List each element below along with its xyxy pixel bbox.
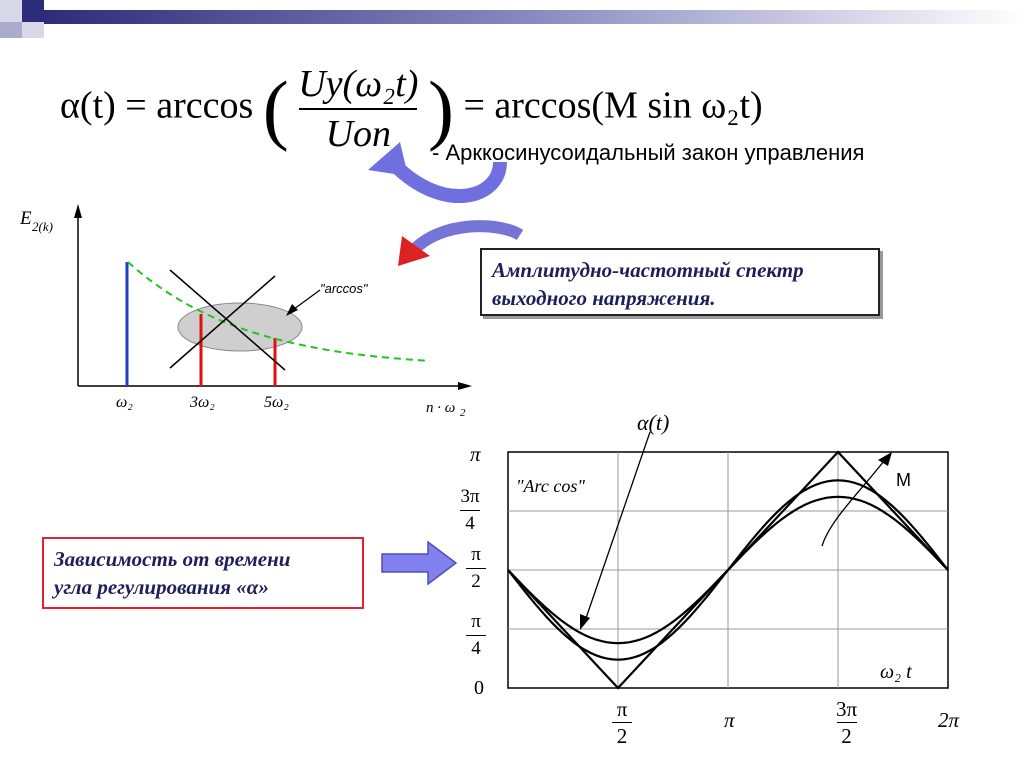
y-axis-label: E: [20, 208, 32, 229]
xtick-2pi: 2π: [938, 708, 960, 732]
arccos-label: "arccos": [320, 281, 369, 296]
xtick-3pi-2: 3π 2: [836, 697, 858, 748]
xtick-pi: π: [724, 708, 735, 732]
tick-3w2: 3ω₂: [189, 394, 215, 411]
arccos-law-caption: - Арккосинусоидальный закон управления: [432, 140, 865, 165]
dependence-box: Зависимость от времени угла регулировани…: [42, 537, 364, 609]
arccos-formula: α(t) = arccos ( Uy(ω₂t) Uon ) = arccos(M…: [60, 63, 763, 155]
spectrum-box: Амплитудно-частотный спектр выходного на…: [480, 248, 880, 316]
alpha-time-chart: α(t) "Arc cos" M ω₂ t: [507, 410, 949, 690]
right-arrow-icon: [381, 540, 458, 586]
ytick-pi: π: [470, 442, 481, 466]
dependence-box-line2: угла регулирования «α»: [54, 575, 269, 599]
x-axis-label-sub: 2: [460, 407, 466, 419]
decorative-header-bar: [0, 0, 1024, 38]
envelope-curve: [127, 261, 431, 362]
spectrum-box-line2: выходного напряжения.: [492, 286, 716, 310]
spectrum-box-line1: Амплитудно-частотный спектр: [492, 258, 804, 282]
spectrum-chart: E 2(k) "arccos" ω₂ 3ω₂ 5ω₂ n · ω 2: [20, 204, 472, 419]
tick-5w2: 5ω₂: [264, 394, 289, 411]
formula-denominator: Uon: [325, 113, 392, 155]
curved-arrows: [368, 142, 524, 266]
formula-rhs: = arccos(M sin ω₂t): [463, 84, 763, 127]
y-axis-label-sub: 2(k): [32, 219, 53, 234]
dependence-box-line1: Зависимость от времени: [54, 547, 291, 571]
ytick-zero: 0: [474, 677, 484, 699]
x-axis-label-omega-t: ω₂ t: [880, 661, 912, 683]
formula-numerator: Uy(ω₂t): [298, 63, 419, 105]
alpha-t-label: α(t): [637, 410, 669, 435]
tick-w2: ω₂: [116, 394, 133, 411]
ytick-3pi-4: 3π 4: [460, 486, 480, 534]
formula-lhs: α(t) = arccos: [60, 84, 254, 127]
x-axis-label: n · ω: [426, 400, 455, 416]
arccos-curve-label: "Arc cos": [516, 476, 585, 496]
m-label: M: [896, 470, 911, 490]
alpha-curve-3: [507, 495, 949, 645]
